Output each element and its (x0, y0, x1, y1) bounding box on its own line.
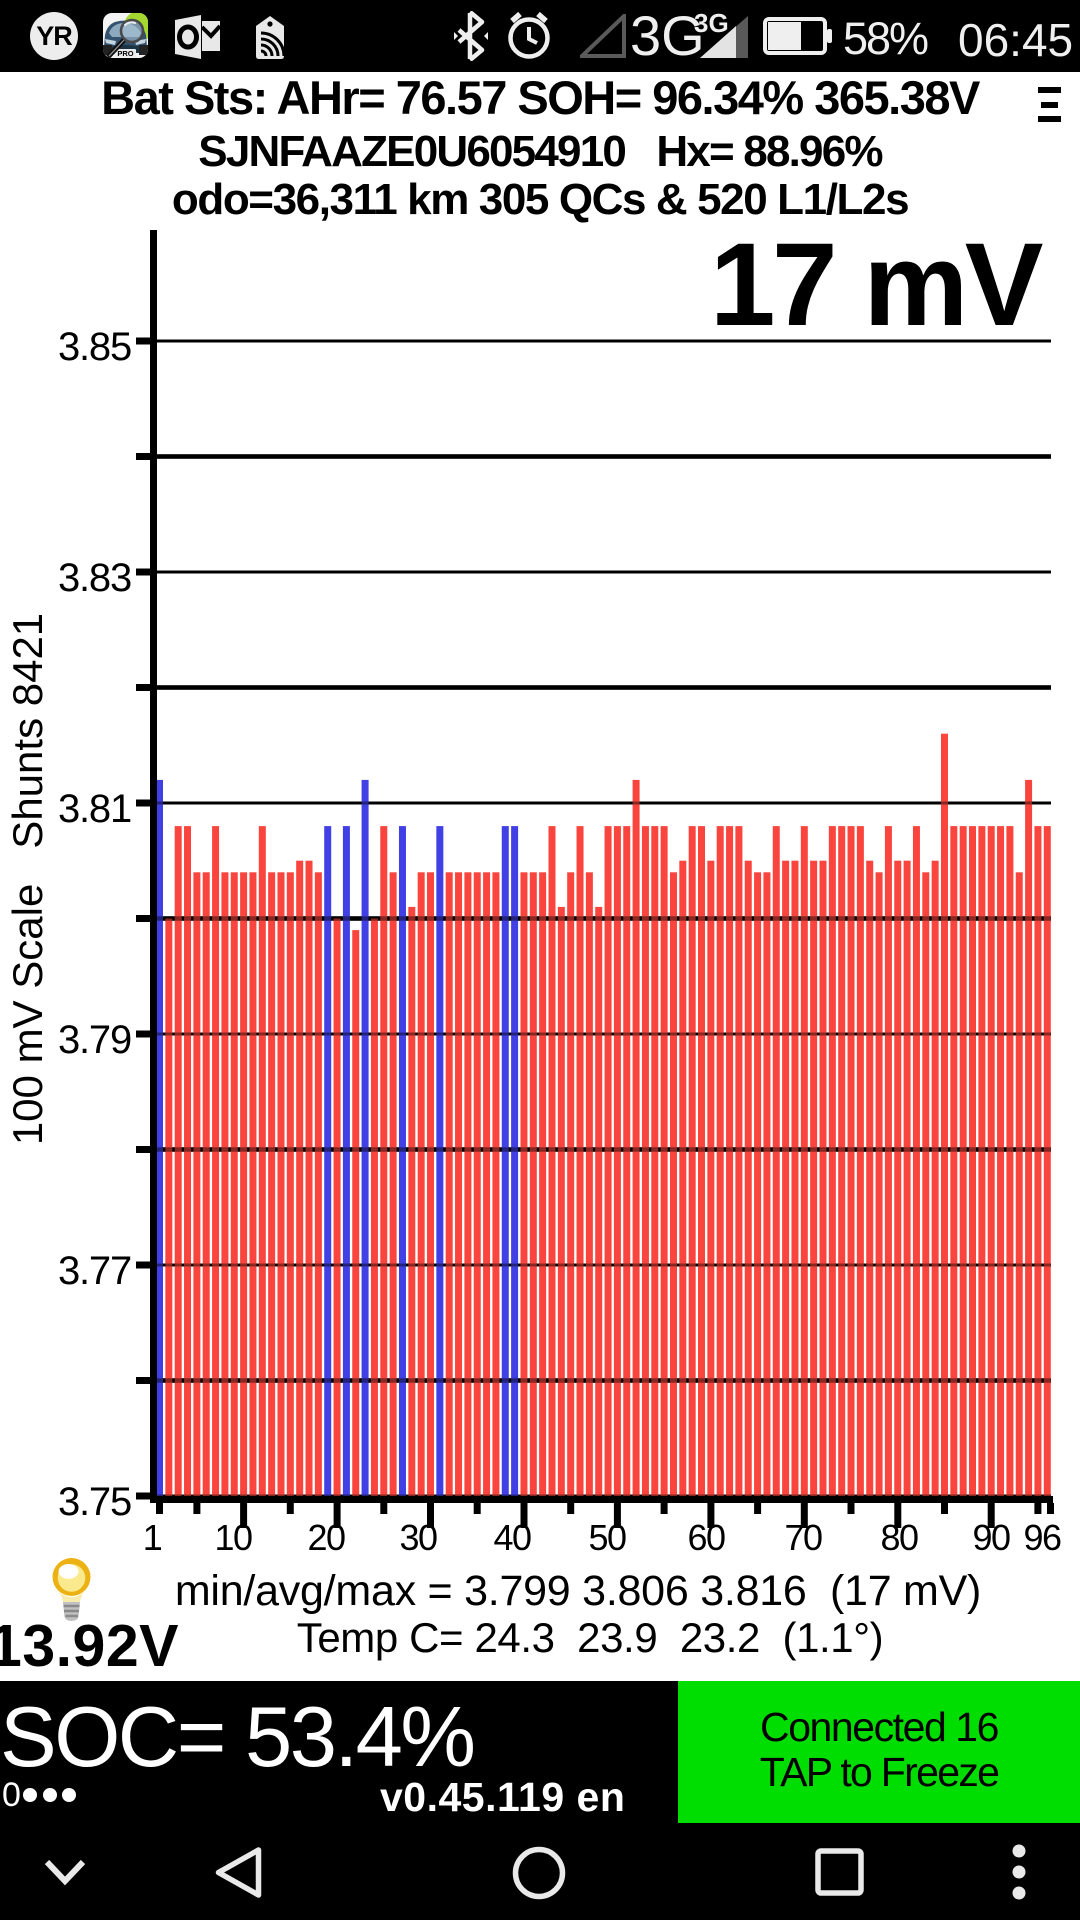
svg-text:10: 10 (214, 1517, 252, 1558)
svg-text:70: 70 (784, 1517, 822, 1558)
svg-text:3.75: 3.75 (58, 1480, 131, 1524)
svg-text:17 mV: 17 mV (710, 225, 1043, 351)
svg-text:PRO: PRO (117, 49, 133, 58)
svg-text:90: 90 (972, 1517, 1010, 1558)
svg-text:1: 1 (143, 1517, 162, 1558)
svg-text:40: 40 (493, 1517, 531, 1558)
svg-text:20: 20 (307, 1517, 345, 1558)
svg-text:50: 50 (588, 1517, 626, 1558)
svg-text:3.83: 3.83 (58, 556, 131, 600)
svg-text:60: 60 (687, 1517, 725, 1558)
svg-text:3.85: 3.85 (58, 325, 131, 369)
svg-text:3.81: 3.81 (58, 787, 131, 831)
svg-text:96: 96 (1023, 1517, 1061, 1558)
svg-text:30: 30 (399, 1517, 437, 1558)
svg-text:3.77: 3.77 (58, 1249, 131, 1293)
svg-text:100 mV Scale Shunts 8421: 100 mV Scale Shunts 8421 (4, 613, 51, 1145)
svg-text:80: 80 (880, 1517, 918, 1558)
svg-text:3.79: 3.79 (58, 1018, 131, 1062)
